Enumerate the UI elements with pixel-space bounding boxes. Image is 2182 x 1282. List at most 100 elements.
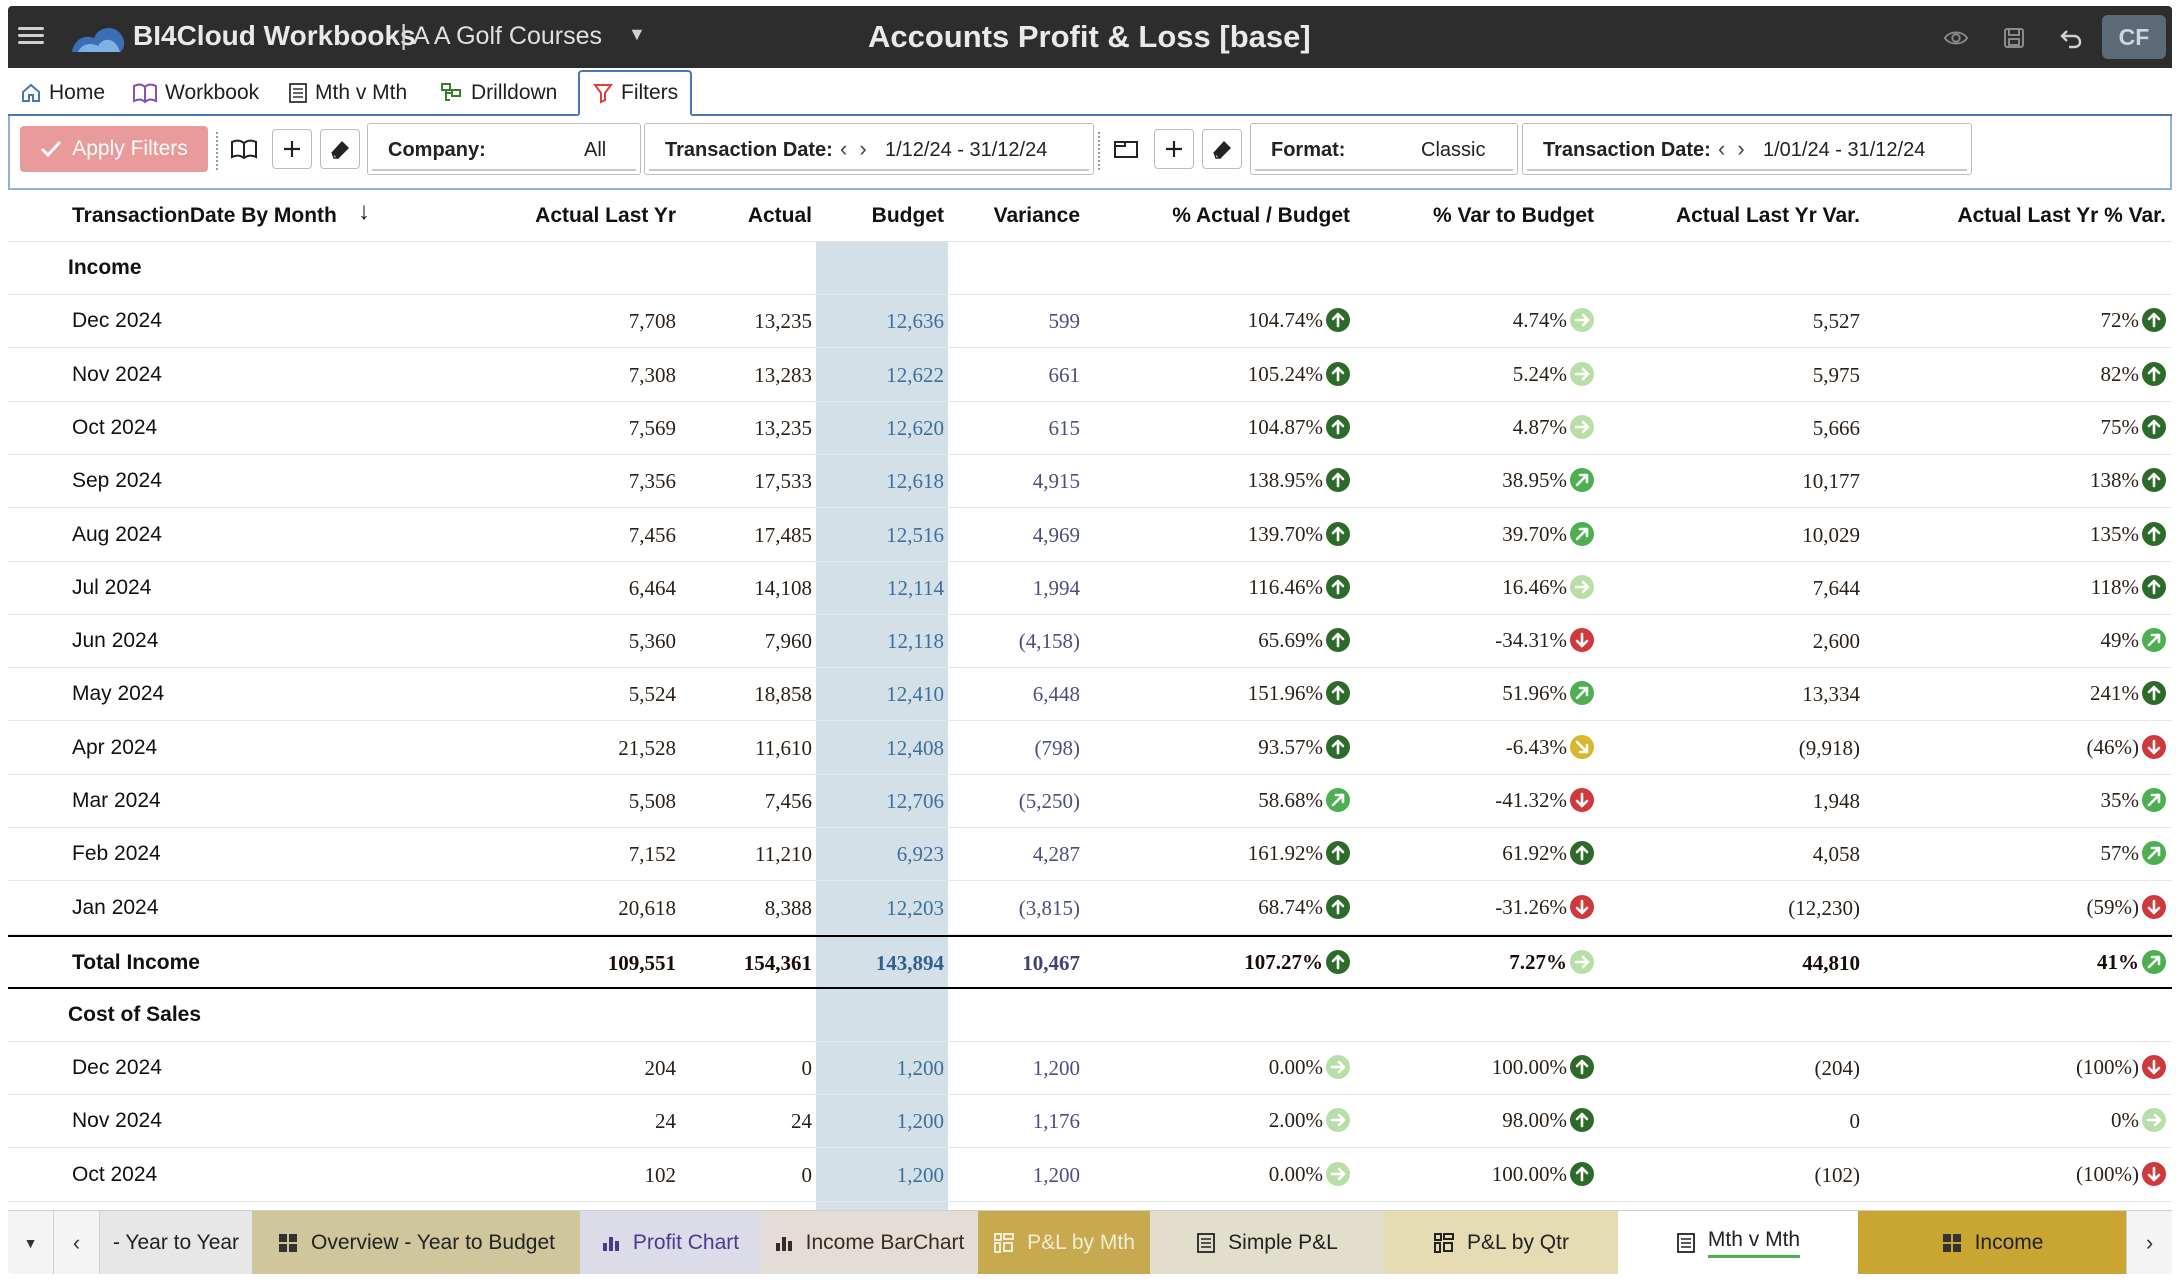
last-yr-pct-var-cell[interactable]: 57% <box>2101 841 2166 866</box>
variance-cell[interactable]: (3,815) <box>1018 895 1080 920</box>
table-row[interactable]: Dec 2024 7,708 13,235 12,636 599 5,527 104.74%… <box>8 295 2172 349</box>
actual-cell[interactable]: 0 <box>801 1056 813 1080</box>
variance-cell[interactable]: 661 <box>1048 362 1081 387</box>
pct-actual-budget-cell[interactable]: 0.00% <box>1269 1161 1350 1187</box>
actual-cell[interactable]: 18,858 <box>754 682 812 707</box>
last-yr-var-cell[interactable]: 2,600 <box>1812 629 1860 654</box>
last-yr-pct-var-cell[interactable]: 118% <box>2091 574 2166 600</box>
variance-cell[interactable]: 1,994 <box>1032 575 1080 600</box>
last-yr-var-cell[interactable]: 0 <box>1849 1109 1861 1134</box>
pct-actual-budget-cell[interactable]: 2.00% <box>1269 1108 1350 1133</box>
actual-cell[interactable]: 24 <box>791 1109 812 1134</box>
period-cell[interactable]: Dec 2024 <box>72 309 162 333</box>
apply-filters-button[interactable]: Apply Filters <box>20 126 208 172</box>
panel-button[interactable] <box>1106 129 1146 169</box>
sheet-tab[interactable]: Profit Chart <box>580 1211 760 1274</box>
pct-actual-budget-cell[interactable]: 116.46% <box>1249 574 1350 600</box>
sheet-tab[interactable]: P&L by Mth <box>978 1211 1150 1274</box>
table-row[interactable]: May 2024 5,524 18,858 12,410 6,448 13,334 151.… <box>8 668 2172 722</box>
last-yr-pct-var-cell[interactable]: 135% <box>2090 521 2166 547</box>
budget-cell[interactable]: 143,894 <box>875 950 944 975</box>
period-cell[interactable]: Aug 2024 <box>72 522 162 546</box>
actual-cell[interactable]: 17,485 <box>754 522 812 547</box>
pct-actual-budget-cell[interactable]: 105.24% <box>1248 361 1350 387</box>
hamburger-menu-icon[interactable] <box>16 23 46 51</box>
last-yr-pct-var-cell[interactable]: 72% <box>2101 308 2166 333</box>
pct-actual-budget-cell[interactable]: 65.69% <box>1258 628 1350 653</box>
last-yr-pct-var-cell[interactable]: (59%) <box>2087 894 2166 920</box>
add-filter-button[interactable] <box>272 129 312 169</box>
tab-drilldown[interactable]: Drilldown <box>440 73 557 113</box>
period-cell[interactable]: Mar 2024 <box>72 789 161 812</box>
actual-last-yr-cell[interactable]: 7,456 <box>628 522 676 547</box>
header-pct-var-budget[interactable]: % Var to Budget <box>1432 204 1594 227</box>
budget-cell[interactable]: 1,200 <box>896 1056 944 1080</box>
last-yr-var-cell[interactable]: 10,029 <box>1802 522 1860 547</box>
actual-cell[interactable]: 13,235 <box>754 309 812 334</box>
actual-last-yr-cell[interactable]: 6,464 <box>628 575 676 600</box>
sheet-tab[interactable]: Mth v Mth <box>1618 1211 1858 1274</box>
variance-cell[interactable]: 615 <box>1048 415 1081 440</box>
table-row[interactable]: Nov 2024 7,308 13,283 12,622 661 5,975 105.24%… <box>8 349 2172 402</box>
budget-cell[interactable]: 1,200 <box>896 1162 944 1187</box>
save-icon[interactable] <box>2001 26 2027 50</box>
last-yr-var-cell[interactable]: (12,230) <box>1788 895 1860 920</box>
pct-var-budget-cell[interactable]: 4.87% <box>1513 414 1594 440</box>
actual-cell[interactable]: 13,283 <box>754 362 812 387</box>
pct-var-budget-cell[interactable]: -34.31% <box>1495 628 1594 653</box>
pct-var-budget-cell[interactable]: 51.96% <box>1502 681 1594 706</box>
actual-cell[interactable]: 154,361 <box>743 950 812 975</box>
table-row[interactable]: Apr 2024 21,528 11,610 12,408 (798) (9,918) 93… <box>8 722 2172 775</box>
budget-cell[interactable]: 12,203 <box>886 895 944 920</box>
eye-icon[interactable] <box>1943 26 1969 50</box>
period-cell[interactable]: Dec 2024 <box>72 1056 162 1079</box>
actual-cell[interactable]: 7,960 <box>764 629 812 654</box>
app-subtitle[interactable]: A A Golf Courses <box>413 22 602 50</box>
variance-cell[interactable]: 4,287 <box>1032 842 1080 867</box>
pct-var-budget-cell[interactable]: 100.00% <box>1492 1055 1594 1080</box>
total-row[interactable]: Total Income 109,551 154,361 143,894 10,467 4… <box>8 934 2172 989</box>
header-pct-actual-budget[interactable]: % Actual / Budget <box>1172 204 1350 227</box>
workbook-dropdown-icon[interactable]: ▼ <box>628 24 646 44</box>
period-cell[interactable]: Nov 2024 <box>72 1109 162 1133</box>
header-actual-last-yr[interactable]: Actual Last Yr <box>535 204 676 227</box>
table-row[interactable]: Sep 2024 7,356 17,533 12,618 4,915 10,177 138.… <box>8 455 2172 509</box>
sheet-scroll-right-button[interactable]: › <box>2126 1211 2172 1274</box>
table-row[interactable]: Jan 2024 20,618 8,388 12,203 (3,815) (12,230)… <box>8 882 2172 935</box>
variance-cell[interactable]: (5,250) <box>1018 789 1080 813</box>
table-row[interactable]: Mar 2024 5,508 7,456 12,706 (5,250) 1,948 58.6… <box>8 775 2172 828</box>
budget-cell[interactable]: 6,923 <box>896 842 944 867</box>
sheet-tab[interactable]: P&L by Qtr <box>1384 1211 1618 1274</box>
date-nav-arrows-icon[interactable]: ‹› <box>840 136 879 161</box>
tab-home[interactable]: Home <box>20 73 105 113</box>
tab-workbook[interactable]: Workbook <box>132 73 259 113</box>
variance-cell[interactable]: 1,176 <box>1032 1109 1080 1134</box>
pct-var-budget-cell[interactable]: 16.46% <box>1502 574 1594 600</box>
budget-cell[interactable]: 12,636 <box>886 309 944 334</box>
period-cell[interactable]: Oct 2024 <box>72 1162 158 1186</box>
variance-cell[interactable]: 6,448 <box>1032 682 1080 707</box>
tab-filters[interactable]: Filters <box>578 70 693 116</box>
variance-cell[interactable]: 4,969 <box>1032 522 1080 547</box>
last-yr-var-cell[interactable]: 5,975 <box>1812 362 1860 387</box>
variance-cell[interactable]: 4,915 <box>1032 469 1080 494</box>
header-actual[interactable]: Actual <box>747 204 812 227</box>
pct-actual-budget-cell[interactable]: 104.87% <box>1248 414 1350 440</box>
sheet-tab[interactable]: Income BarChart <box>760 1211 978 1274</box>
table-row[interactable]: Dec 2024 204 0 1,200 1,200 (204) 0.00% 100.00% (… <box>8 1042 2172 1095</box>
format-filter[interactable]: Format: Classic <box>1250 123 1518 175</box>
actual-last-yr-cell[interactable]: 21,528 <box>618 735 676 760</box>
budget-cell[interactable]: 1,200 <box>896 1109 944 1134</box>
variance-cell[interactable]: 10,467 <box>1022 950 1080 975</box>
last-yr-pct-var-cell[interactable]: 49% <box>2101 628 2166 653</box>
actual-cell[interactable]: 0 <box>801 1162 813 1187</box>
actual-last-yr-cell[interactable]: 20,618 <box>618 895 676 920</box>
actual-cell[interactable]: 8,388 <box>764 895 812 920</box>
last-yr-pct-var-cell[interactable]: (100%) <box>2076 1055 2166 1080</box>
pct-actual-budget-cell[interactable]: 68.74% <box>1258 894 1350 920</box>
pct-var-budget-cell[interactable]: -41.32% <box>1495 788 1594 813</box>
pct-actual-budget-cell[interactable]: 138.95% <box>1248 468 1350 493</box>
sheet-scroll-left-button[interactable]: ‹ <box>54 1211 100 1274</box>
pct-actual-budget-cell[interactable]: 58.68% <box>1258 788 1350 813</box>
budget-cell[interactable]: 12,114 <box>887 575 944 600</box>
